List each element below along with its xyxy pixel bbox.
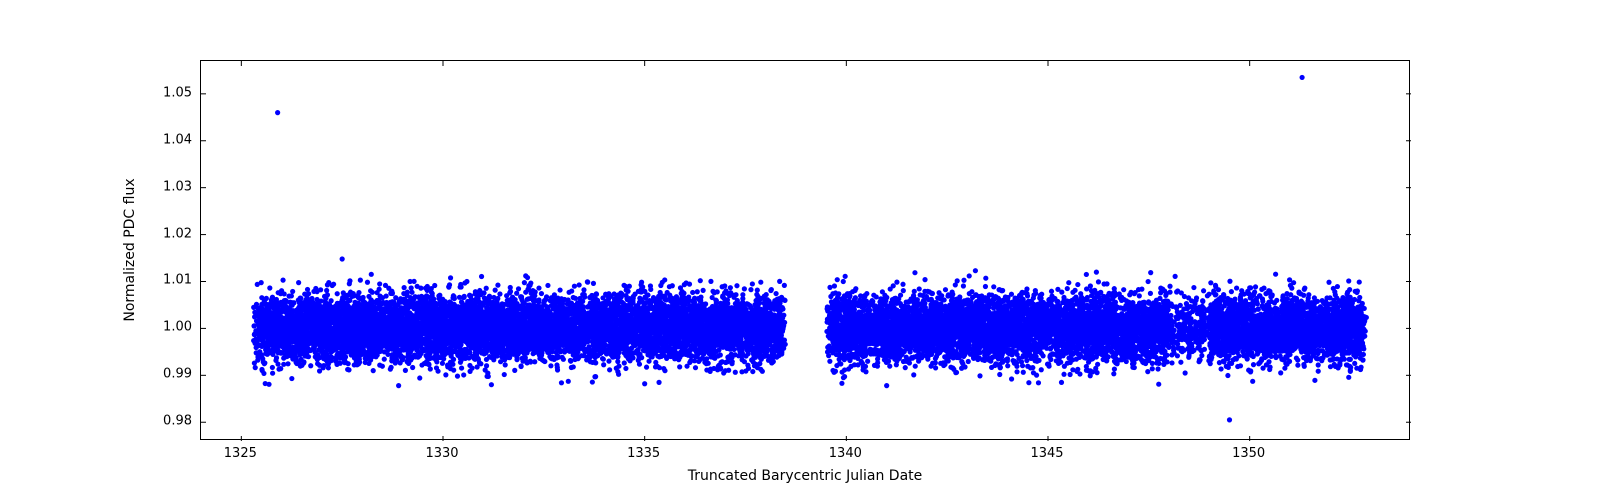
plot-area [200,60,1410,440]
y-tick-label: 1.05 [163,85,192,100]
y-tick-label: 1.04 [163,132,192,147]
x-tick-label: 1340 [829,446,862,461]
x-tick-label: 1330 [425,446,458,461]
x-tick-label: 1325 [224,446,257,461]
scatter-plot-svg [201,61,1411,441]
axis-ticks [201,61,1411,441]
scatter-points [251,75,1369,423]
y-axis-label: Normalized PDC flux [122,178,138,321]
x-tick-label: 1350 [1232,446,1265,461]
y-tick-label: 1.00 [163,320,192,335]
figure: 1325 1330 1335 1340 1345 1350 0.98 0.99 1.00 1.0… [0,0,1600,500]
y-tick-label: 0.98 [163,414,192,429]
x-axis-label: Truncated Barycentric Julian Date [688,468,923,484]
y-tick-label: 0.99 [163,367,192,382]
x-tick-label: 1335 [627,446,660,461]
y-tick-label: 1.02 [163,226,192,241]
x-tick-label: 1345 [1030,446,1063,461]
y-tick-label: 1.03 [163,179,192,194]
y-tick-label: 1.01 [163,273,192,288]
